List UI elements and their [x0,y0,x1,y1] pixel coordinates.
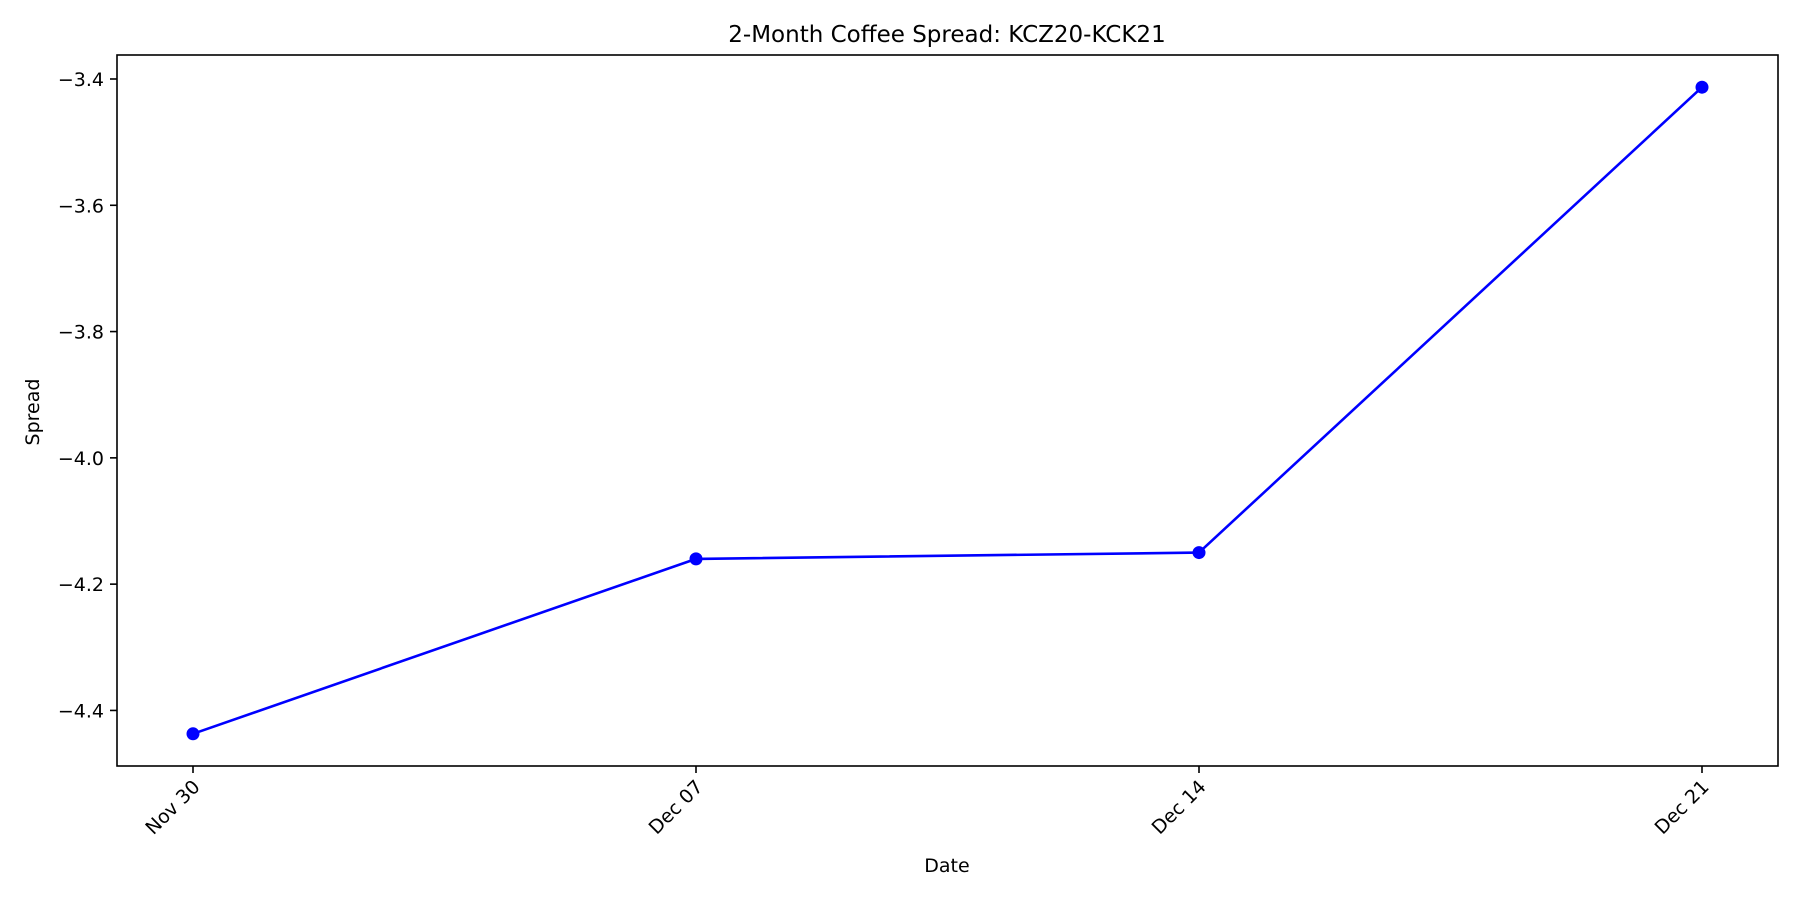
x-axis-label: Date [924,855,969,877]
y-tick-label: −3.6 [58,195,104,217]
y-axis: −4.4 −4.2 −4.0 −3.8 −3.6 −3.4 [58,69,117,722]
series-line [192,86,1703,736]
data-point [1695,80,1709,94]
data-point [689,552,703,566]
y-tick-label: −4.2 [58,574,104,596]
y-axis-label: Spread [22,379,44,446]
plot-area [186,80,1709,741]
y-tick-label: −4.0 [58,448,104,470]
chart-title: 2-Month Coffee Spread: KCZ20-KCK21 [728,22,1165,48]
data-point [1192,546,1206,560]
y-tick-label: −4.4 [58,700,104,722]
data-point [186,727,200,741]
y-tick-label: −3.4 [58,69,104,91]
plot-frame [116,54,1779,767]
y-tick-label: −3.8 [58,322,104,344]
